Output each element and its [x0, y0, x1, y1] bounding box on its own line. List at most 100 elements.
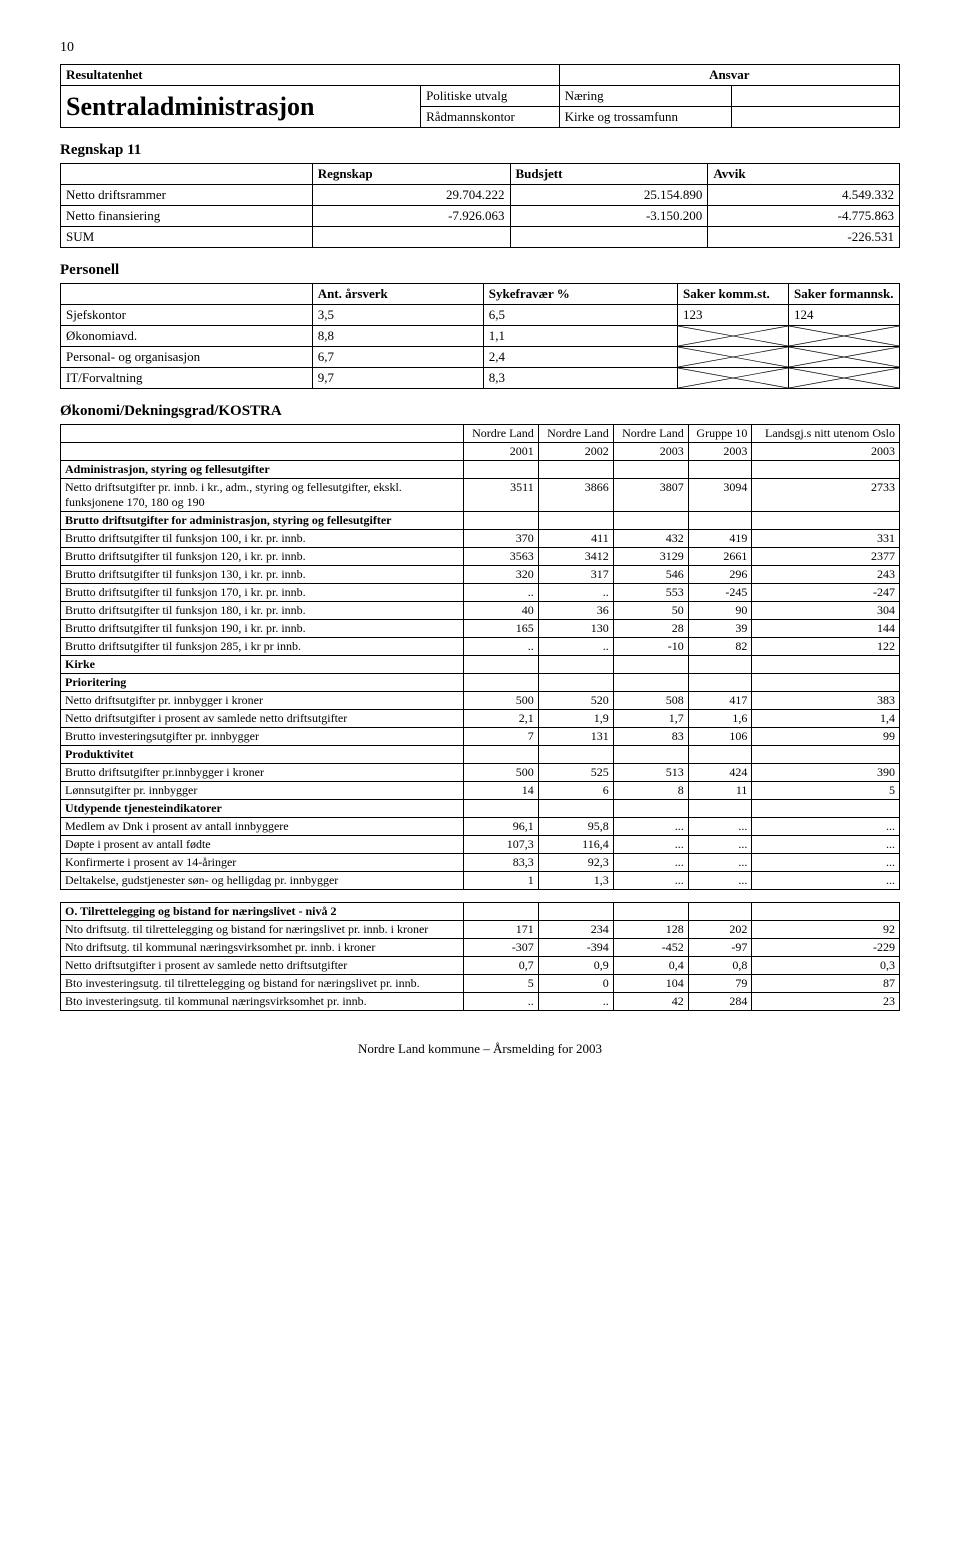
- kostra-row-label: Brutto driftsutgifter til funksjon 120, …: [61, 548, 464, 566]
- kostra-cell: 82: [688, 638, 752, 656]
- cross-cell: [789, 326, 900, 347]
- header-left-0: Politiske utvalg: [421, 86, 560, 107]
- kostra-row-label: Netto driftsutgifter pr. innb. i kr., ad…: [61, 479, 464, 512]
- kostra-cell: 370: [463, 530, 538, 548]
- regnskap-title: Regnskap 11: [60, 142, 900, 159]
- kostra-row-label: Netto driftsutgifter i prosent av samled…: [61, 710, 464, 728]
- kostra-cell: 131: [538, 728, 613, 746]
- kostra-cell: ...: [613, 836, 688, 854]
- kostra-cell: 1,3: [538, 872, 613, 890]
- kostra-cell: 304: [752, 602, 900, 620]
- kostra-cell: 95,8: [538, 818, 613, 836]
- cross-cell: [789, 347, 900, 368]
- table-cell: -3.150.200: [510, 206, 708, 227]
- kostra-section-header: Prioritering: [61, 674, 464, 692]
- table-cell: -7.926.063: [312, 206, 510, 227]
- kostra-cell: 2,1: [463, 710, 538, 728]
- header-right-1: Kirke og trossamfunn: [559, 107, 732, 128]
- kostra-cell: 92,3: [538, 854, 613, 872]
- table-cell: 124: [789, 305, 900, 326]
- table-cell: 6,5: [483, 305, 677, 326]
- cross-cell: [678, 368, 789, 389]
- kostra-year-header: 2003: [752, 443, 900, 461]
- table-row-label: Netto finansiering: [61, 206, 313, 227]
- kostra-cell: -97: [688, 939, 752, 957]
- kostra-cell: 1,6: [688, 710, 752, 728]
- table-cell: 2,4: [483, 347, 677, 368]
- kostra-row-label: Konfirmerte i prosent av 14-åringer: [61, 854, 464, 872]
- table-row-label: IT/Forvaltning: [61, 368, 313, 389]
- kostra-cell: 525: [538, 764, 613, 782]
- kostra-section-header: O. Tilrettelegging og bistand for næring…: [61, 903, 464, 921]
- kostra-title: Økonomi/Dekningsgrad/KOSTRA: [60, 403, 900, 420]
- kostra-col-header: Gruppe 10: [688, 425, 752, 443]
- kostra-cell: 432: [613, 530, 688, 548]
- kostra-cell: 419: [688, 530, 752, 548]
- header-table: Resultatenhet Ansvar Sentraladministrasj…: [60, 64, 900, 128]
- kostra-cell: ...: [752, 872, 900, 890]
- kostra-row-label: Nto driftsutg. til kommunal næringsvirks…: [61, 939, 464, 957]
- kostra-year-header: 2001: [463, 443, 538, 461]
- kostra-row-label: Brutto driftsutgifter til funksjon 100, …: [61, 530, 464, 548]
- kostra-cell: 116,4: [538, 836, 613, 854]
- kostra-section-header: Produktivitet: [61, 746, 464, 764]
- kostra-cell: 1,7: [613, 710, 688, 728]
- kostra-cell: 5: [463, 975, 538, 993]
- kostra-row-label: Brutto investeringsutgifter pr. innbygge…: [61, 728, 464, 746]
- kostra-cell: ...: [613, 854, 688, 872]
- kostra-year-header: 2002: [538, 443, 613, 461]
- kostra-cell: 3129: [613, 548, 688, 566]
- kostra-cell: -229: [752, 939, 900, 957]
- kostra-cell: 1,9: [538, 710, 613, 728]
- kostra-cell: 2733: [752, 479, 900, 512]
- kostra-cell: ...: [752, 836, 900, 854]
- kostra-table: Nordre LandNordre LandNordre LandGruppe …: [60, 424, 900, 1011]
- kostra-cell: 130: [538, 620, 613, 638]
- kostra-cell: 383: [752, 692, 900, 710]
- cross-cell: [678, 326, 789, 347]
- kostra-cell: 107,3: [463, 836, 538, 854]
- kostra-cell: 3094: [688, 479, 752, 512]
- table-cell: 1,1: [483, 326, 677, 347]
- kostra-cell: 284: [688, 993, 752, 1011]
- kostra-section-header: Utdypende tjenesteindikatorer: [61, 800, 464, 818]
- kostra-cell: 3412: [538, 548, 613, 566]
- kostra-cell: ...: [688, 836, 752, 854]
- kostra-cell: 0,9: [538, 957, 613, 975]
- kostra-col-header: Nordre Land: [463, 425, 538, 443]
- kostra-cell: ...: [688, 872, 752, 890]
- kostra-row-label: Brutto driftsutgifter til funksjon 170, …: [61, 584, 464, 602]
- table-row-label: Netto driftsrammer: [61, 185, 313, 206]
- kostra-row-label: Deltakelse, gudstjenester søn- og hellig…: [61, 872, 464, 890]
- kostra-cell: ..: [538, 638, 613, 656]
- kostra-cell: 7: [463, 728, 538, 746]
- kostra-cell: 23: [752, 993, 900, 1011]
- kostra-cell: ...: [613, 872, 688, 890]
- kostra-cell: 202: [688, 921, 752, 939]
- table-cell: [312, 227, 510, 248]
- kostra-cell: 0,8: [688, 957, 752, 975]
- kostra-cell: 3511: [463, 479, 538, 512]
- table-cell: 9,7: [312, 368, 483, 389]
- kostra-cell: 520: [538, 692, 613, 710]
- kostra-cell: 79: [688, 975, 752, 993]
- kostra-cell: 3563: [463, 548, 538, 566]
- kostra-cell: 3866: [538, 479, 613, 512]
- table-cell: 8,8: [312, 326, 483, 347]
- kostra-cell: 0: [538, 975, 613, 993]
- header-left-1: Rådmannskontor: [421, 107, 560, 128]
- kostra-row-label: Brutto driftsutgifter til funksjon 130, …: [61, 566, 464, 584]
- table-cell: [510, 227, 708, 248]
- ansvar-label: Ansvar: [559, 65, 899, 86]
- table-cell: 29.704.222: [312, 185, 510, 206]
- kostra-cell: 508: [613, 692, 688, 710]
- footer-text: Nordre Land kommune – Årsmelding for 200…: [60, 1041, 900, 1057]
- page-number: 10: [60, 40, 900, 56]
- table-cell: -4.775.863: [708, 206, 900, 227]
- kostra-section-header: Brutto driftsutgifter for administrasjon…: [61, 512, 464, 530]
- table-cell: 3,5: [312, 305, 483, 326]
- kostra-row-label: Medlem av Dnk i prosent av antall innbyg…: [61, 818, 464, 836]
- kostra-cell: 1,4: [752, 710, 900, 728]
- kostra-cell: 0,4: [613, 957, 688, 975]
- kostra-cell: 99: [752, 728, 900, 746]
